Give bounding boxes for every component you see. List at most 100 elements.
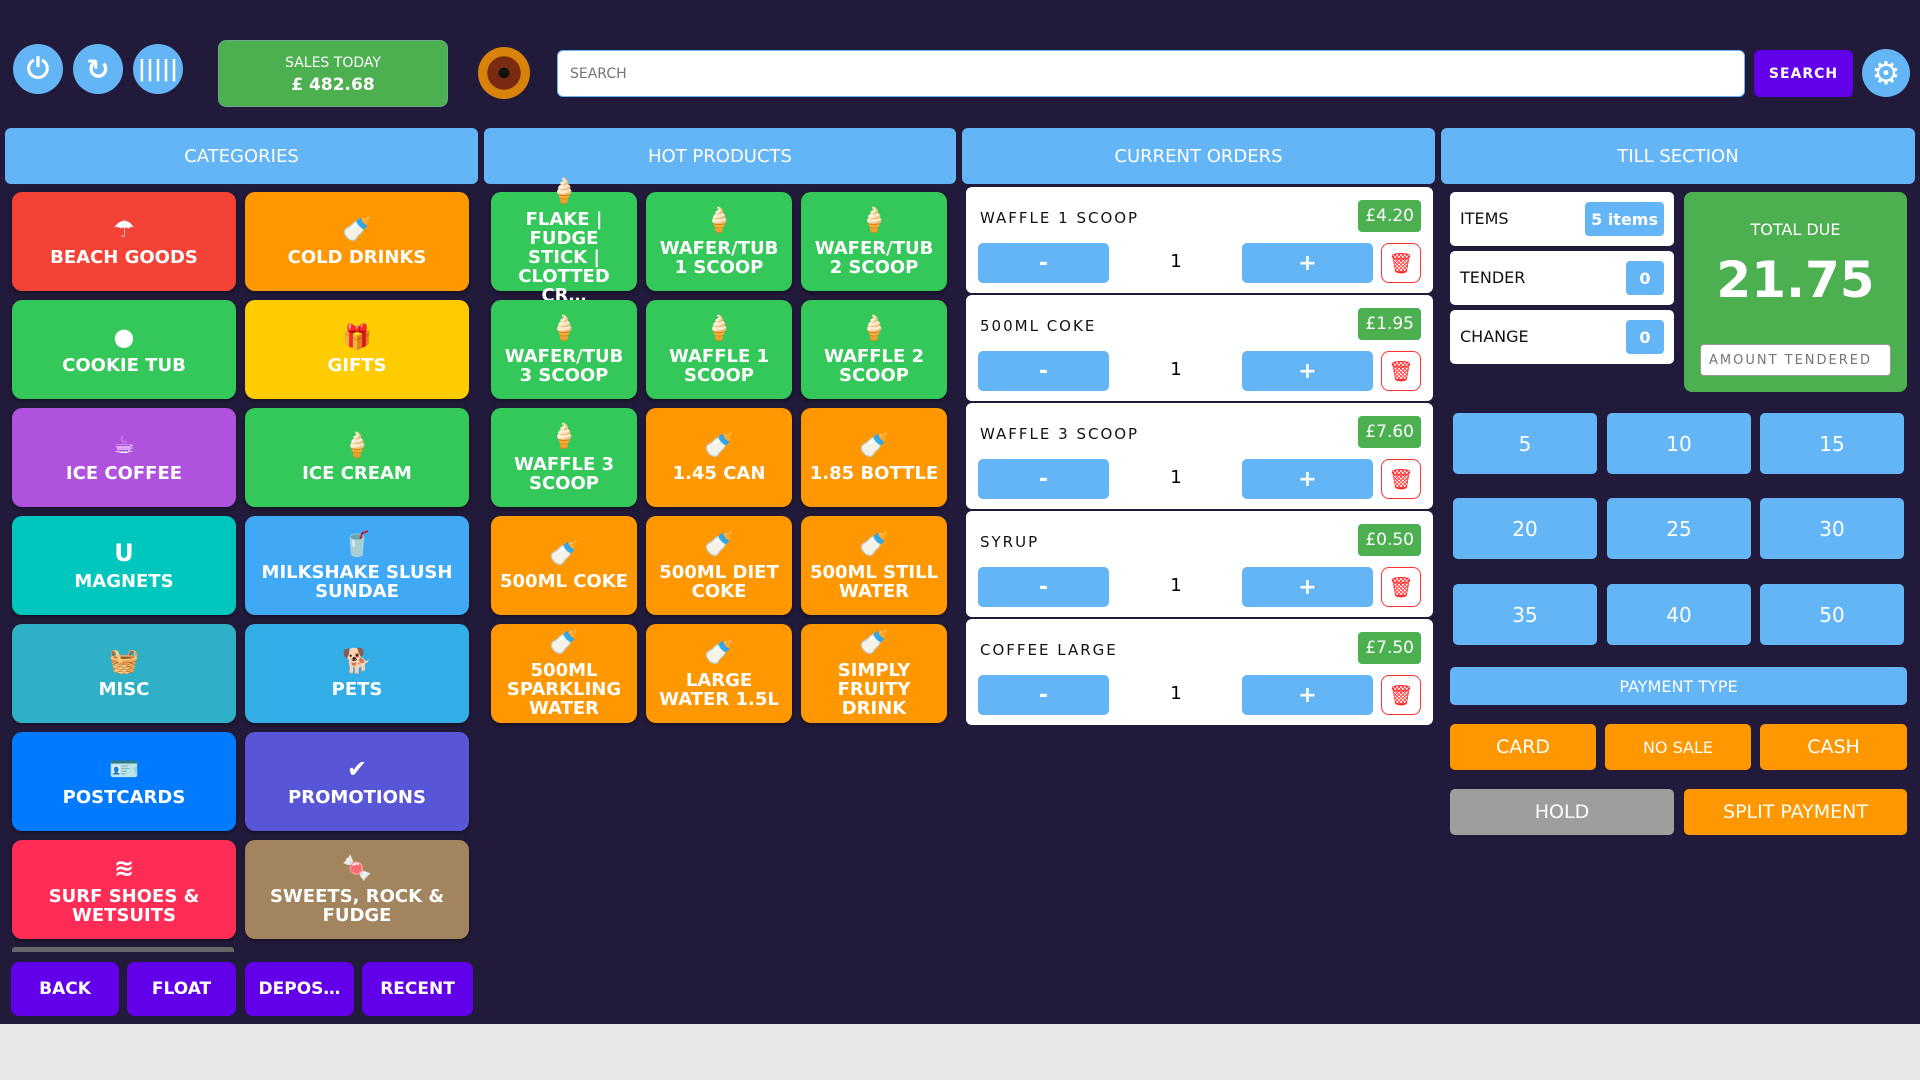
delete-item-button[interactable]: 🗑 (1381, 567, 1421, 607)
total-due-label: TOTAL DUE (1750, 220, 1841, 239)
product-large-water-1-5l[interactable]: 🍼 LARGE WATER 1.5L (646, 624, 792, 723)
category-surf-shoes-wetsuits[interactable]: ≋ SURF SHOES & WETSUITS (12, 840, 236, 939)
no-sale-button[interactable]: NO SALE (1605, 724, 1751, 770)
category-icon: 🍬 (342, 853, 372, 882)
card-button[interactable]: CARD (1450, 724, 1596, 770)
logo (478, 47, 530, 99)
category-beach-goods[interactable]: ☂ BEACH GOODS (12, 192, 236, 291)
amount-tendered-input[interactable] (1700, 344, 1891, 376)
delete-item-button[interactable]: 🗑 (1381, 675, 1421, 715)
product-500ml-still-water[interactable]: 🍼 500ML STILL WATER (801, 516, 947, 615)
product-label: 1.85 BOTTLE (809, 463, 939, 484)
hold-button[interactable]: HOLD (1450, 789, 1674, 835)
product-label: WAFFLE 1 SCOOP (668, 345, 770, 386)
decrease-quantity-button[interactable]: - (978, 567, 1109, 607)
quick-amount-10-button[interactable]: 10 (1607, 413, 1751, 474)
category-pets[interactable]: 🐕 PETS (245, 624, 469, 723)
category-ice-cream[interactable]: 🍦 ICE CREAM (245, 408, 469, 507)
quick-amount-25-button[interactable]: 25 (1607, 498, 1751, 559)
product-1-45-can[interactable]: 🍼 1.45 CAN (646, 408, 792, 507)
depos-button[interactable]: DEPOS… (245, 962, 354, 1016)
category-icon: ☕ (113, 431, 135, 459)
product-label: FLAKE | FUDGE STICK | CLOTTED CR… (518, 209, 610, 306)
category-ice-coffee[interactable]: ☕ ICE COFFEE (12, 408, 236, 507)
product-wafer-tub-3-scoop[interactable]: 🍦 WAFER/TUB 3 SCOOP (491, 300, 637, 399)
category-label: ICE CREAM (302, 463, 412, 484)
trash-icon: 🗑 (1388, 683, 1414, 707)
quick-amount-40-button[interactable]: 40 (1607, 584, 1751, 645)
settings-button[interactable]: ⚙ (1862, 49, 1910, 97)
quick-amount-15-button[interactable]: 15 (1760, 413, 1904, 474)
refresh-button[interactable]: ↻ (73, 44, 123, 94)
quick-amount-50-button[interactable]: 50 (1760, 584, 1904, 645)
increase-quantity-button[interactable]: + (1242, 675, 1373, 715)
increase-quantity-button[interactable]: + (1242, 243, 1373, 283)
cash-button[interactable]: CASH (1760, 724, 1907, 770)
increase-quantity-button[interactable]: + (1242, 459, 1373, 499)
decrease-quantity-button[interactable]: - (978, 459, 1109, 499)
increase-quantity-button[interactable]: + (1242, 351, 1373, 391)
tender-label: TENDER (1460, 268, 1526, 287)
search-input[interactable] (557, 50, 1745, 97)
category-cookie-tub[interactable]: ● COOKIE TUB (12, 300, 236, 399)
decrease-quantity-button[interactable]: - (978, 243, 1109, 283)
payment-type-label: PAYMENT TYPE (1450, 667, 1907, 705)
order-item-quantity: 1 (1170, 251, 1182, 272)
product-500ml-sparkling-water[interactable]: 🍼 500ML SPARKLING WATER (491, 624, 637, 723)
increase-quantity-button[interactable]: + (1242, 567, 1373, 607)
product-simply-fruity-drink[interactable]: 🍼 SIMPLY FRUITY DRINK (801, 624, 947, 723)
category-label: SWEETS, ROCK & FUDGE (269, 885, 445, 926)
float-button[interactable]: FLOAT (127, 962, 236, 1016)
product-wafer-tub-1-scoop[interactable]: 🍦 WAFER/TUB 1 SCOOP (646, 192, 792, 291)
order-item-price: £1.95 (1358, 308, 1421, 340)
order-item-price: £7.50 (1358, 632, 1421, 664)
category-cold-drinks[interactable]: 🍼 COLD DRINKS (245, 192, 469, 291)
category-gifts[interactable]: 🎁 GIFTS (245, 300, 469, 399)
category-misc[interactable]: 🧺 MISC (12, 624, 236, 723)
category-milkshake-slush-sundae[interactable]: 🥤 MILKSHAKE SLUSH SUNDAE (245, 516, 469, 615)
product-500ml-coke[interactable]: 🍼 500ML COKE (491, 516, 637, 615)
product-wafer-tub-2-scoop[interactable]: 🍦 WAFER/TUB 2 SCOOP (801, 192, 947, 291)
ice-cream-icon: 🍦 (549, 421, 579, 450)
barcode-button[interactable]: ||||| (133, 44, 183, 94)
quick-amount-35-button[interactable]: 35 (1453, 584, 1597, 645)
category-label: PROMOTIONS (288, 787, 426, 808)
items-row: ITEMS 5 items (1450, 192, 1674, 246)
categories-scrollbar[interactable] (12, 947, 234, 952)
ice-cream-icon: 🍦 (549, 177, 579, 205)
bottle-icon: 🍼 (549, 628, 579, 656)
ice-cream-icon: 🍦 (342, 431, 372, 459)
product-waffle-2-scoop[interactable]: 🍦 WAFFLE 2 SCOOP (801, 300, 947, 399)
order-item-price: £4.20 (1358, 200, 1421, 232)
product-1-85-bottle[interactable]: 🍼 1.85 BOTTLE (801, 408, 947, 507)
recent-button[interactable]: RECENT (362, 962, 473, 1016)
category-postcards[interactable]: 🪪 POSTCARDS (12, 732, 236, 831)
order-item: SYRUP £0.50 - 1 + 🗑 (966, 511, 1433, 617)
product-waffle-3-scoop[interactable]: 🍦 WAFFLE 3 SCOOP (491, 408, 637, 507)
delete-item-button[interactable]: 🗑 (1381, 459, 1421, 499)
category-magnets[interactable]: U MAGNETS (12, 516, 236, 615)
hot-products-header: HOT PRODUCTS (484, 128, 956, 184)
order-item-name: WAFFLE 3 SCOOP (980, 425, 1140, 443)
category-sweets-rock-fudge[interactable]: 🍬 SWEETS, ROCK & FUDGE (245, 840, 469, 939)
trash-icon: 🗑 (1388, 575, 1414, 599)
delete-item-button[interactable]: 🗑 (1381, 243, 1421, 283)
category-icon: ≋ (113, 853, 135, 882)
split-payment-button[interactable]: SPLIT PAYMENT (1684, 789, 1907, 835)
decrease-quantity-button[interactable]: - (978, 675, 1109, 715)
product-label: 500ML SPARKLING WATER (506, 660, 622, 719)
decrease-quantity-button[interactable]: - (978, 351, 1109, 391)
bottom-bar (0, 1024, 1920, 1080)
back-button[interactable]: BACK (11, 962, 119, 1016)
delete-item-button[interactable]: 🗑 (1381, 351, 1421, 391)
category-promotions[interactable]: ✔ PROMOTIONS (245, 732, 469, 831)
power-button[interactable]: ⏻ (13, 44, 63, 94)
quick-amount-20-button[interactable]: 20 (1453, 498, 1597, 559)
product-waffle-1-scoop[interactable]: 🍦 WAFFLE 1 SCOOP (646, 300, 792, 399)
search-button[interactable]: SEARCH (1754, 50, 1853, 97)
sales-today-box: SALES TODAY £ 482.68 (218, 40, 448, 107)
quick-amount-5-button[interactable]: 5 (1453, 413, 1597, 474)
product-flake-fudge-stick-clotted-cr[interactable]: 🍦 FLAKE | FUDGE STICK | CLOTTED CR… (491, 178, 637, 305)
quick-amount-30-button[interactable]: 30 (1760, 498, 1904, 559)
product-500ml-diet-coke[interactable]: 🍼 500ML DIET COKE (646, 516, 792, 615)
